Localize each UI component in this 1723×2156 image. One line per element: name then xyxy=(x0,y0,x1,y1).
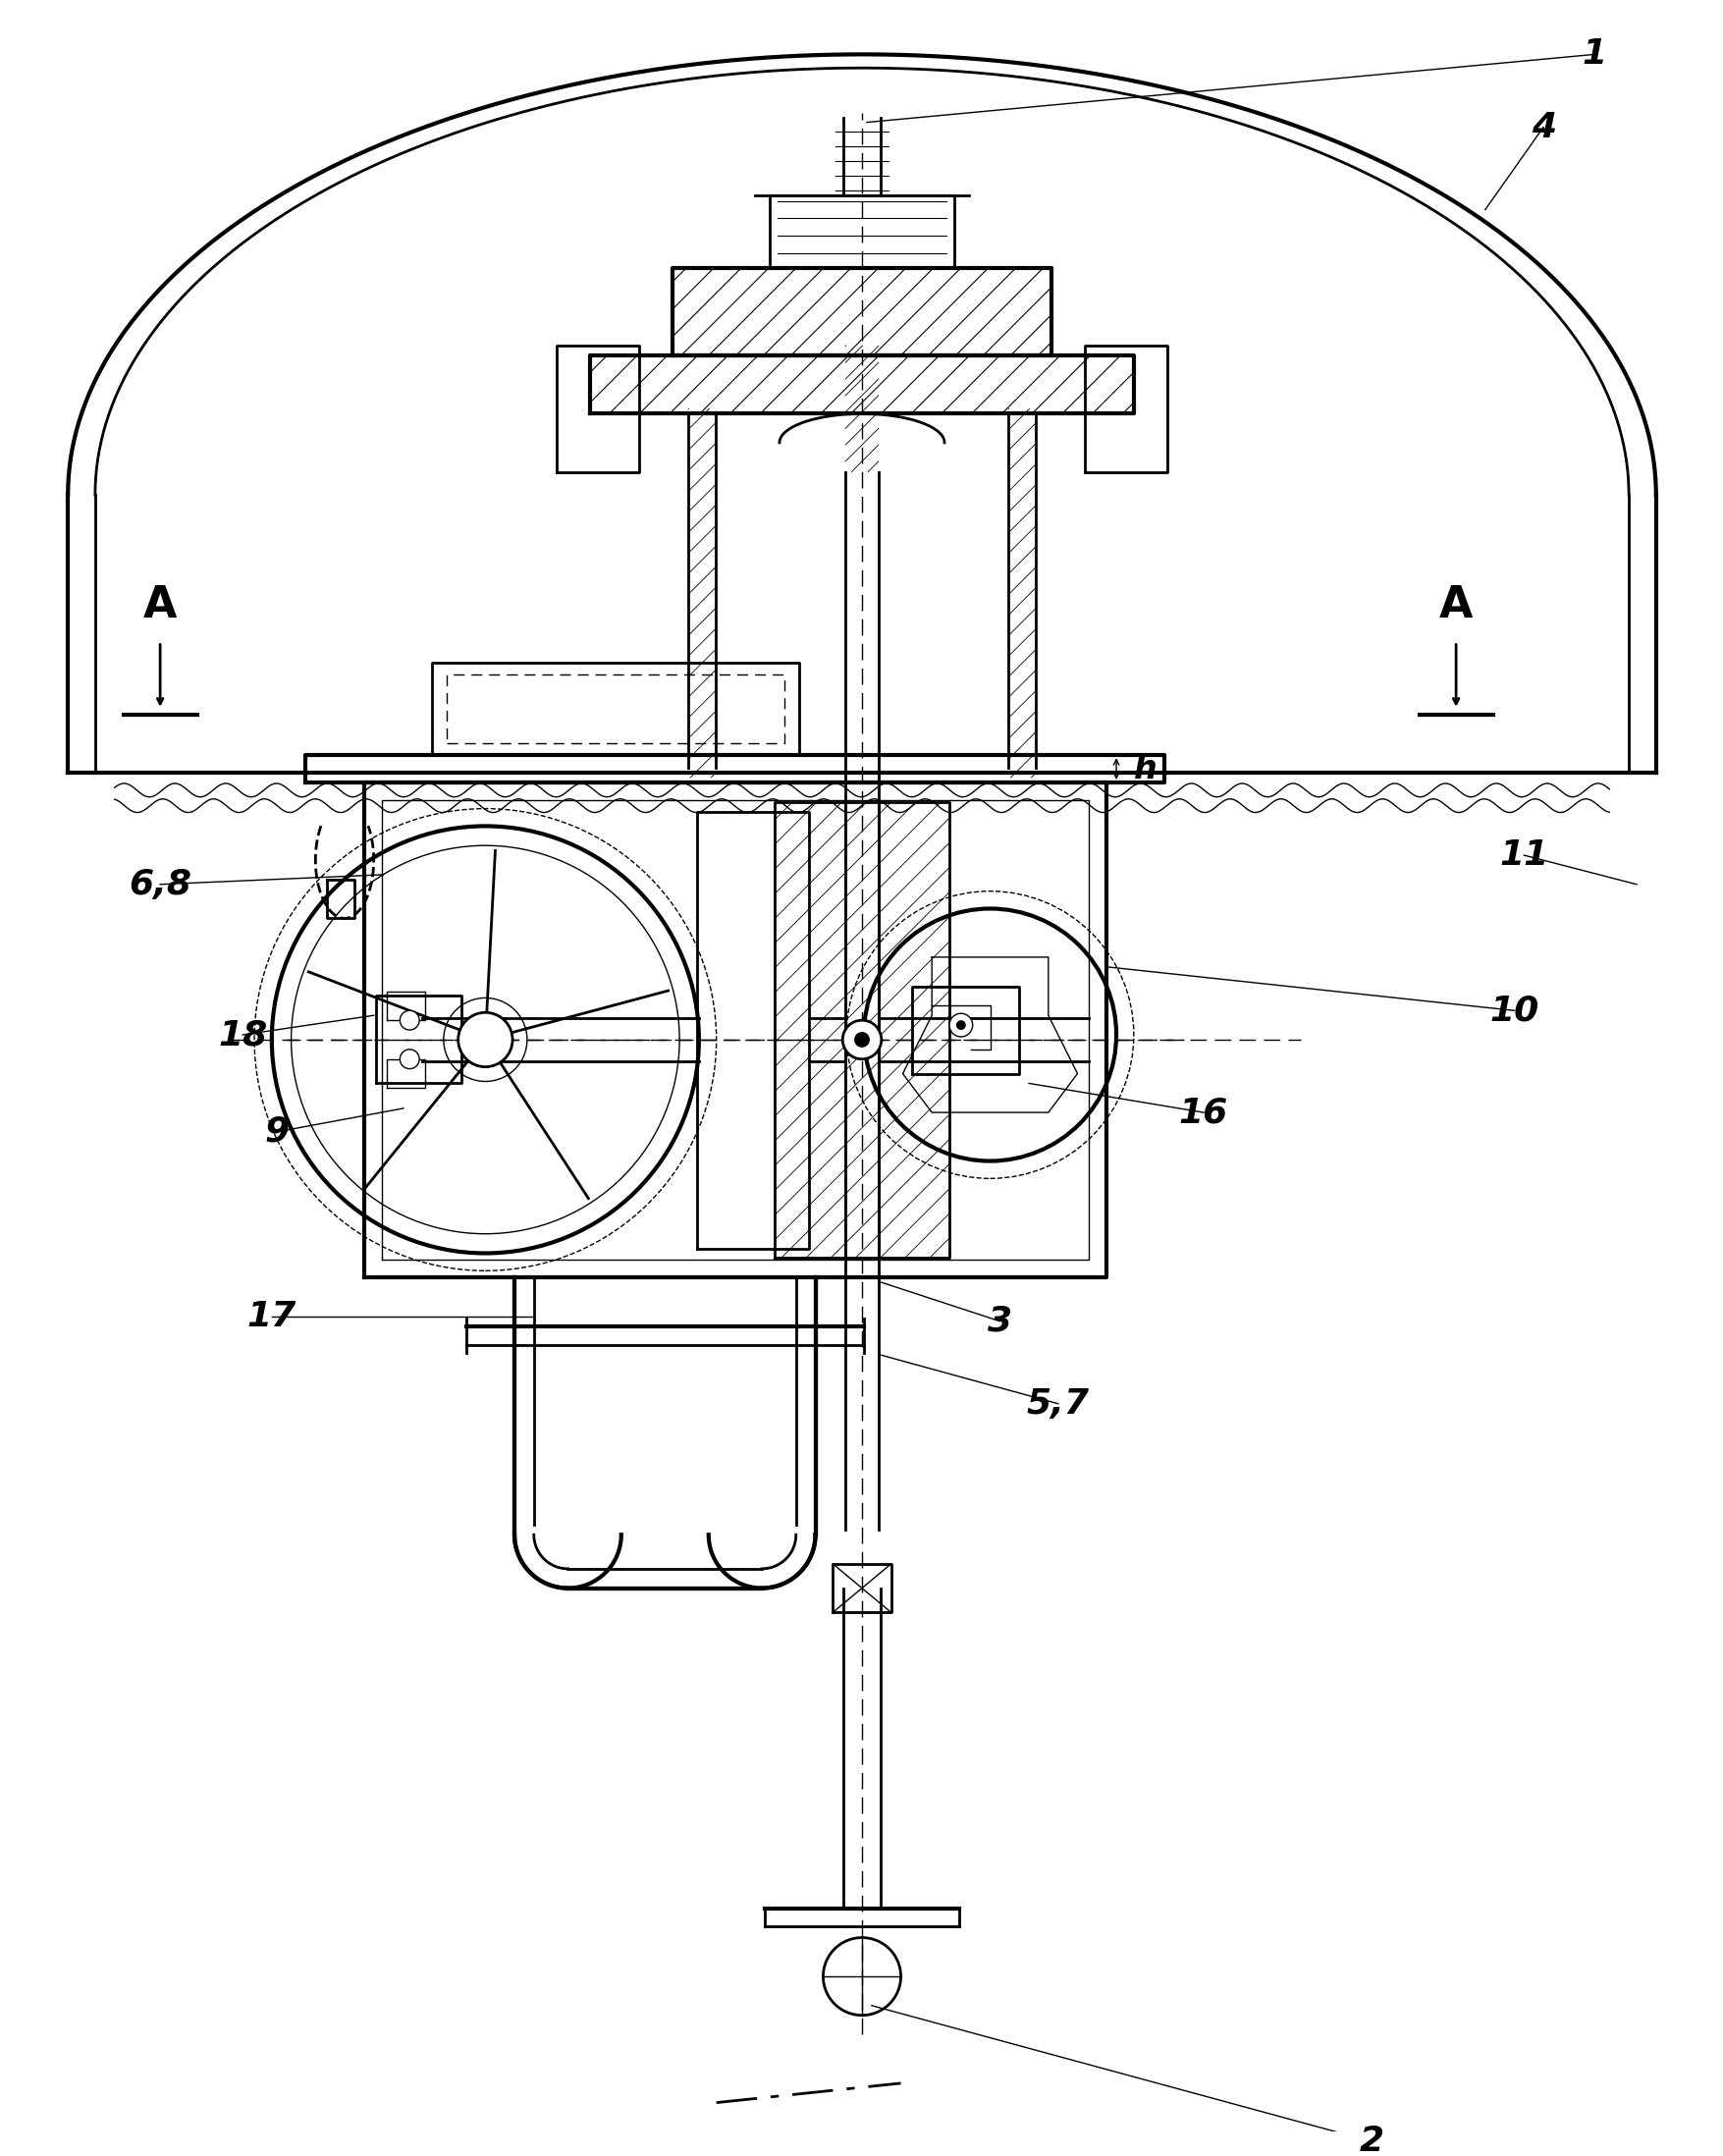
Text: 18: 18 xyxy=(217,1018,267,1052)
Circle shape xyxy=(843,1020,880,1059)
Circle shape xyxy=(400,1050,419,1069)
Text: 1: 1 xyxy=(1582,37,1606,71)
Text: 5,7: 5,7 xyxy=(1027,1386,1089,1421)
Text: 4: 4 xyxy=(1530,110,1554,144)
Text: A: A xyxy=(143,584,176,625)
Circle shape xyxy=(458,1013,512,1067)
Text: A: A xyxy=(1437,584,1471,625)
Text: 3: 3 xyxy=(987,1304,1011,1339)
Text: h: h xyxy=(1134,752,1156,785)
Circle shape xyxy=(853,1033,870,1048)
Text: 16: 16 xyxy=(1179,1095,1228,1130)
Text: 17: 17 xyxy=(246,1300,296,1332)
Text: 6,8: 6,8 xyxy=(129,867,191,901)
Text: 10: 10 xyxy=(1489,994,1539,1026)
Text: 2: 2 xyxy=(1358,2126,1384,2156)
Text: 11: 11 xyxy=(1499,839,1547,871)
Circle shape xyxy=(956,1020,965,1031)
Text: 9: 9 xyxy=(264,1115,289,1149)
Circle shape xyxy=(400,1011,419,1031)
Circle shape xyxy=(949,1013,972,1037)
